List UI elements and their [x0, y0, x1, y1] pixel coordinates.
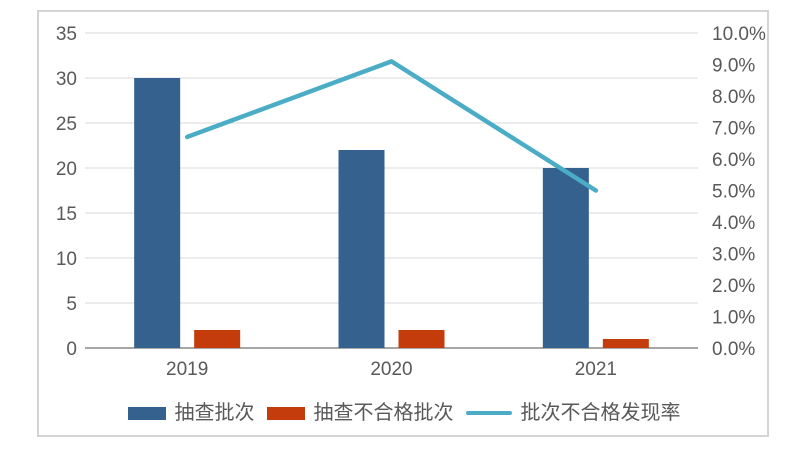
bar-抽查不合格批次-2021	[602, 339, 649, 348]
x-axis-category-label: 2019	[166, 359, 208, 380]
legend-label: 抽查不合格批次	[313, 402, 454, 424]
legend-item-failure-rate: 批次不合格发现率	[465, 402, 681, 424]
left-axis-tick-label: 0	[66, 339, 77, 360]
right-axis-tick-label: 2.0%	[712, 276, 755, 297]
right-axis-tick-label: 8.0%	[712, 87, 755, 108]
left-axis-tick-label: 15	[56, 204, 77, 225]
line-swatch-teal	[465, 411, 512, 415]
right-axis-tick-label: 4.0%	[712, 213, 755, 234]
legend: 抽查批次 抽查不合格批次 批次不合格发现率	[39, 398, 769, 428]
legend-item-sampled-batches: 抽查批次	[127, 402, 255, 424]
right-axis-tick-label: 9.0%	[712, 56, 755, 77]
rate-line	[184, 59, 599, 193]
left-axis-tick-label: 35	[56, 24, 77, 45]
left-axis-tick-label: 10	[56, 249, 77, 270]
x-axis-category-label: 2021	[575, 359, 617, 380]
right-axis-tick-label: 1.0%	[712, 308, 755, 329]
bar-抽查批次-2021	[542, 168, 589, 348]
bar-swatch-red	[266, 406, 305, 420]
left-axis-tick-label: 20	[56, 159, 77, 180]
bar-swatch-blue	[127, 406, 166, 420]
right-axis-tick-label: 5.0%	[712, 182, 755, 203]
left-axis-tick-label: 30	[56, 69, 77, 90]
right-axis-tick-label: 10.0%	[712, 24, 766, 45]
right-axis-tick-label: 6.0%	[712, 150, 755, 171]
x-axis-category-label: 2020	[370, 359, 412, 380]
left-axis-tick-label: 25	[56, 114, 77, 135]
bar-抽查不合格批次-2019	[194, 330, 241, 348]
legend-label: 抽查批次	[174, 402, 255, 424]
bar-抽查批次-2019	[134, 78, 181, 348]
legend-item-failed-batches: 抽查不合格批次	[266, 402, 454, 424]
right-axis-tick-label: 0.0%	[712, 339, 755, 360]
left-axis-tick-label: 5	[66, 294, 77, 315]
right-axis-tick-label: 3.0%	[712, 245, 755, 266]
right-axis-tick-label: 7.0%	[712, 119, 755, 140]
bar-抽查批次-2020	[338, 150, 385, 348]
legend-label: 批次不合格发现率	[520, 402, 681, 424]
bar-抽查不合格批次-2020	[398, 330, 445, 348]
